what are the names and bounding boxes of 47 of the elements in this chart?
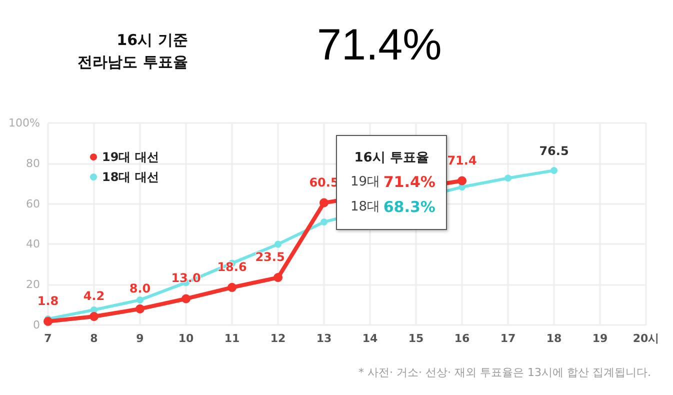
- x-tick-label: 18: [546, 332, 562, 345]
- legend-label: 19대 대선: [102, 150, 159, 164]
- x-tick-label: 13: [316, 332, 332, 345]
- point: [90, 312, 98, 322]
- point: [182, 294, 190, 304]
- point: [44, 316, 52, 326]
- point: [504, 174, 512, 182]
- annotation: 18대 68.3%: [350, 198, 436, 216]
- point: [274, 273, 282, 282]
- data-label: 71.4: [447, 153, 477, 168]
- point: [136, 304, 144, 314]
- data-label: 1.8: [37, 294, 59, 308]
- data-label: 4.2: [83, 289, 105, 304]
- x-tick-label: 17: [500, 332, 516, 345]
- y-tick-label: 0: [33, 318, 40, 332]
- x-tick-label: 10: [178, 332, 194, 345]
- data-label: 8.0: [129, 281, 151, 296]
- y-tick-label: 80: [26, 156, 40, 170]
- x-tick-label: 14: [362, 332, 378, 345]
- x-tick-label: 7: [44, 332, 52, 345]
- y-tick-label: 20: [26, 278, 40, 292]
- x-tick-label: 19: [592, 332, 608, 345]
- x-tick-label: 16: [454, 332, 470, 345]
- x-tick-label: 20시: [632, 332, 660, 345]
- data-label: 23.5: [255, 250, 285, 264]
- y-tick-label: 60: [26, 197, 40, 210]
- x-tick-label: 8: [90, 332, 98, 345]
- x-tick-label: 15: [408, 332, 424, 345]
- annotation: 19대 71.4%: [350, 173, 436, 191]
- x-tick-label: 12: [270, 332, 286, 345]
- point: [274, 240, 282, 248]
- text: * 사전· 거소· 선상· 재외 투표율은 13시에 합산 집계됩니다.: [358, 366, 652, 379]
- x-tick-label: 11: [224, 332, 240, 345]
- point: [136, 296, 144, 304]
- data-label: 76.5: [539, 144, 569, 158]
- point: [228, 282, 236, 292]
- point: [320, 198, 328, 208]
- y-tick-label: 100%: [8, 116, 40, 130]
- x-tick-label: 9: [136, 332, 144, 345]
- y-tick-label: 40: [26, 238, 40, 251]
- point: [458, 176, 466, 186]
- point: [320, 218, 328, 226]
- point: [550, 166, 558, 174]
- chart-subtitle: 71.4%: [317, 20, 442, 70]
- legend-label: 18대 대선: [102, 170, 159, 184]
- chart-title: 16시 기준 전라남도 투표율: [78, 31, 188, 71]
- annotation: 16시 투표율: [354, 150, 429, 166]
